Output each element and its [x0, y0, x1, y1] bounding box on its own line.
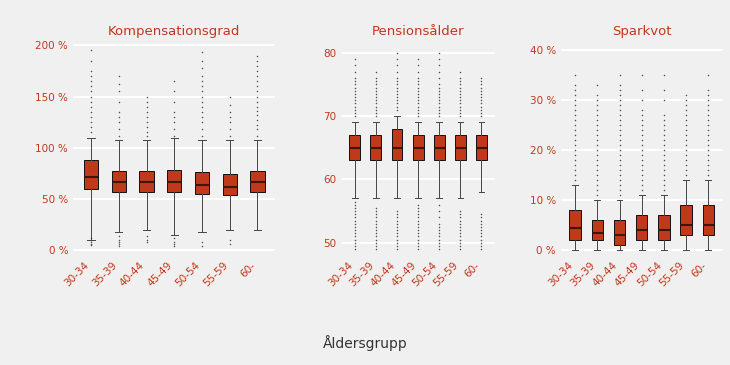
PathPatch shape [455, 135, 466, 161]
PathPatch shape [139, 172, 154, 192]
PathPatch shape [350, 135, 361, 161]
PathPatch shape [591, 220, 603, 241]
PathPatch shape [434, 135, 445, 161]
PathPatch shape [680, 205, 692, 235]
PathPatch shape [702, 205, 714, 235]
PathPatch shape [476, 135, 487, 161]
PathPatch shape [250, 172, 265, 192]
PathPatch shape [195, 172, 210, 194]
PathPatch shape [614, 220, 626, 246]
PathPatch shape [412, 135, 423, 161]
PathPatch shape [636, 215, 648, 241]
Title: Kompensationsgrad: Kompensationsgrad [108, 24, 240, 38]
PathPatch shape [223, 174, 237, 195]
Title: Sparkvot: Sparkvot [612, 24, 672, 38]
PathPatch shape [391, 129, 402, 161]
PathPatch shape [658, 215, 669, 241]
PathPatch shape [370, 135, 381, 161]
PathPatch shape [112, 172, 126, 192]
PathPatch shape [84, 160, 99, 189]
PathPatch shape [569, 211, 581, 241]
PathPatch shape [167, 170, 182, 192]
Title: Pensionsålder: Pensionsålder [372, 24, 464, 38]
Text: Åldersgrupp: Åldersgrupp [323, 335, 407, 351]
